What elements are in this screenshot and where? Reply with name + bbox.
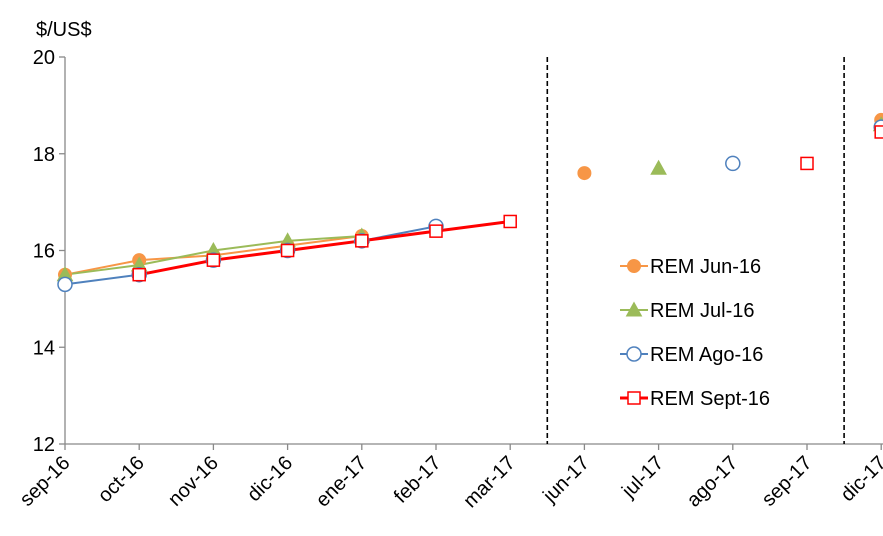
y-tick-label: 16 [33,241,55,263]
data-point [650,159,667,175]
data-point [577,166,592,181]
data-point [725,155,741,172]
data-point [800,156,814,171]
data-point [874,125,883,139]
x-tick-label: dic-16 [243,452,297,506]
x-tick-label: mar-17 [459,452,519,512]
period-separators [546,57,845,444]
x-tick-label: sep-16 [16,452,75,511]
data-point [206,253,221,267]
legend-marker [627,391,641,405]
x-tick-label: sep-17 [758,452,817,511]
legend-label: REM Jun-16 [650,256,761,278]
x-tick-label: feb-17 [390,452,446,508]
legend-marker [625,301,643,317]
series-markers [56,112,883,293]
legend-label: REM Jul-16 [650,300,754,322]
legend-marker [627,259,641,273]
x-tick-label: oct-16 [94,452,149,507]
x-tick-label: ene-17 [312,452,372,512]
legend-marker [626,346,642,362]
y-tick-label: 14 [33,337,55,359]
data-point [132,267,146,282]
data-point [280,243,295,258]
data-point [355,234,369,248]
legend: REM Jun-16 REM Jul-16 REM Ago-16 REM Sept-1… [620,256,770,410]
data-point [429,224,443,238]
legend-label: REM Sept-16 [650,388,770,410]
legend-label: REM Ago-16 [650,344,763,366]
y-tick-label: 18 [33,144,55,166]
data-point [57,276,73,293]
x-tick-label: nov-16 [164,452,223,511]
y-unit-label: $/US$ [36,19,92,41]
data-point [503,214,517,229]
y-tick-label: 20 [33,47,55,69]
x-tick-label: dic-17 [837,452,883,506]
y-tick-label: 12 [33,434,55,456]
series-line [138,219,511,277]
x-tick-label: jul-17 [617,452,668,503]
x-tick-label: jun-17 [538,452,594,508]
x-tick-label: ago-17 [683,452,743,512]
